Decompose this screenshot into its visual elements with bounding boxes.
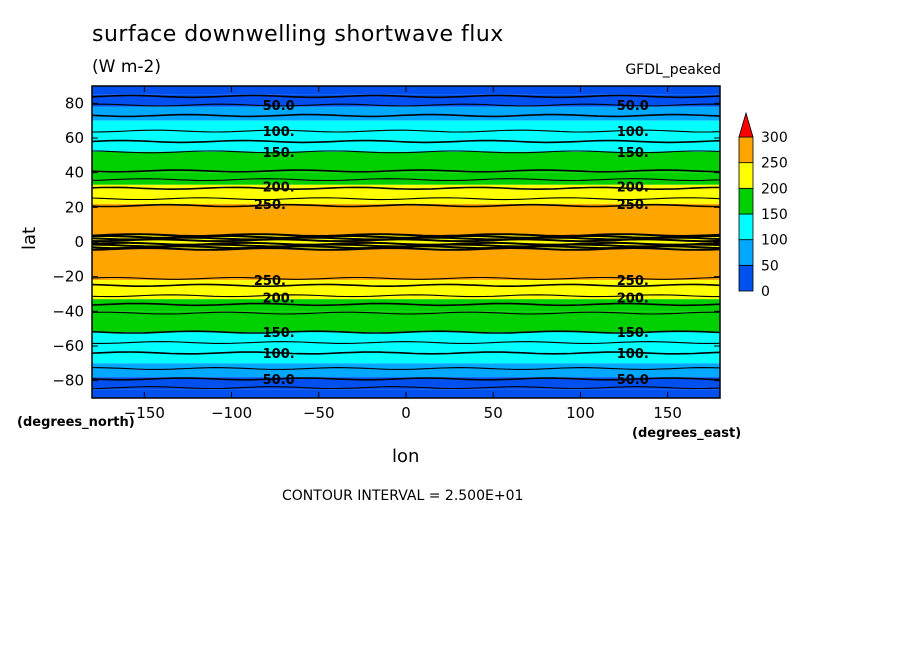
y-tick-label: 60 <box>65 129 84 147</box>
band <box>92 120 720 132</box>
colorbar-overflow-arrow <box>738 111 754 138</box>
contour-label: 250. <box>254 198 286 213</box>
contour-label: 200. <box>617 291 649 306</box>
colorbar-swatch <box>738 264 754 292</box>
contour-line <box>91 367 721 370</box>
y-tick-label: −40 <box>52 302 84 320</box>
contour-line <box>91 386 721 390</box>
band <box>92 332 720 353</box>
contour-label: 250. <box>617 274 649 289</box>
x-tick-label: 100 <box>566 404 595 422</box>
colorbar-swatch <box>738 239 754 266</box>
contour-labels: 50.0 50.0 100. 100. 150. 150. 200. 200. 250. 250.… <box>254 99 649 388</box>
chart-title: surface downwelling shortwave flux <box>92 22 504 47</box>
y-tick-label: −60 <box>52 337 84 355</box>
y-tick-label: 20 <box>65 198 84 216</box>
colorbar-swatch <box>738 187 754 215</box>
contour-line <box>91 311 720 315</box>
contour-line <box>91 169 721 173</box>
colorbar: 300 250 200 150 100 50 0 <box>738 111 788 300</box>
contour-label: 150. <box>617 146 649 161</box>
band <box>92 311 720 333</box>
contour-line <box>91 197 721 201</box>
band <box>92 248 720 281</box>
x-axis-label: lon <box>392 446 420 467</box>
contour-line <box>91 294 720 298</box>
colorbar-label: 100 <box>761 233 788 249</box>
contour-line <box>91 129 721 133</box>
band <box>92 203 720 236</box>
contour-label: 250. <box>254 274 286 289</box>
contour-line <box>91 203 720 208</box>
band <box>92 151 720 173</box>
band <box>92 363 720 378</box>
colorbar-label: 0 <box>761 284 770 300</box>
y-tick-label: 40 <box>65 164 84 182</box>
contour-label: 200. <box>617 181 649 196</box>
colorbar-label: 250 <box>761 156 788 172</box>
contour-label: 150. <box>617 326 649 341</box>
contour-line <box>92 341 721 344</box>
colorbar-label: 150 <box>761 207 788 223</box>
colorbar-swatch <box>738 136 754 164</box>
contour-label: 200. <box>263 291 295 306</box>
contour-label: 50.0 <box>263 99 295 114</box>
y-tick-label: 0 <box>74 233 84 251</box>
contour-line <box>91 276 721 280</box>
contour-lines <box>91 94 721 390</box>
contour-label: 150. <box>263 326 295 341</box>
contour-line <box>91 330 721 334</box>
y-tick-label: 80 <box>65 94 84 112</box>
contour-line <box>92 103 721 107</box>
y-tick-label: −20 <box>52 268 84 286</box>
y-tick-label: −80 <box>52 372 84 390</box>
contour-label: 250. <box>617 198 649 213</box>
contour-line <box>91 302 721 307</box>
x-tick-label: −50 <box>303 404 335 422</box>
band <box>92 238 720 246</box>
contour-line <box>91 178 721 182</box>
contour-label: 200. <box>263 181 295 196</box>
y-axis-units: (degrees_north) <box>17 415 135 430</box>
contour-line <box>91 283 721 287</box>
x-axis-units: (degrees_east) <box>632 426 742 441</box>
contour-label: 100. <box>263 125 295 140</box>
band <box>92 299 720 312</box>
contour-label: 100. <box>617 347 649 362</box>
contour-line <box>91 377 721 381</box>
x-tick-label: −150 <box>124 404 165 422</box>
x-tick-label: 150 <box>653 404 682 422</box>
chart-units: (W m-2) <box>92 57 161 77</box>
contour-line <box>91 113 721 118</box>
colorbar-label: 300 <box>761 130 788 146</box>
dataset-label: GFDL_peaked <box>625 62 721 78</box>
colorbar-label: 50 <box>761 258 779 274</box>
x-tick-label: 0 <box>401 404 411 422</box>
contour-label: 100. <box>263 347 295 362</box>
contour-label: 100. <box>617 125 649 140</box>
contour-interval: CONTOUR INTERVAL = 2.500E+01 <box>282 488 524 504</box>
x-tick-label: 50 <box>484 404 503 422</box>
contour-label: 50.0 <box>263 373 295 388</box>
x-tick-label: −100 <box>211 404 252 422</box>
contour-label: 50.0 <box>617 99 649 114</box>
contour-line <box>91 246 721 251</box>
contour-label: 50.0 <box>617 373 649 388</box>
contour-label: 150. <box>263 146 295 161</box>
band <box>92 352 720 364</box>
contour-line <box>91 139 721 144</box>
colorbar-swatch <box>738 213 754 241</box>
contour-line <box>91 94 721 99</box>
y-axis-label: lat <box>19 226 41 251</box>
contour-line <box>91 186 721 191</box>
y-axis-ticks: 80 60 40 20 0 −20 −40 −60 −80 <box>52 94 720 390</box>
contour-line <box>91 150 721 154</box>
contour-line <box>91 351 721 355</box>
colorbar-swatch <box>738 162 754 189</box>
colorbar-label: 200 <box>761 181 788 197</box>
contour-line <box>92 238 721 243</box>
x-axis-ticks: −150 −100 −50 0 50 100 150 <box>124 86 682 422</box>
